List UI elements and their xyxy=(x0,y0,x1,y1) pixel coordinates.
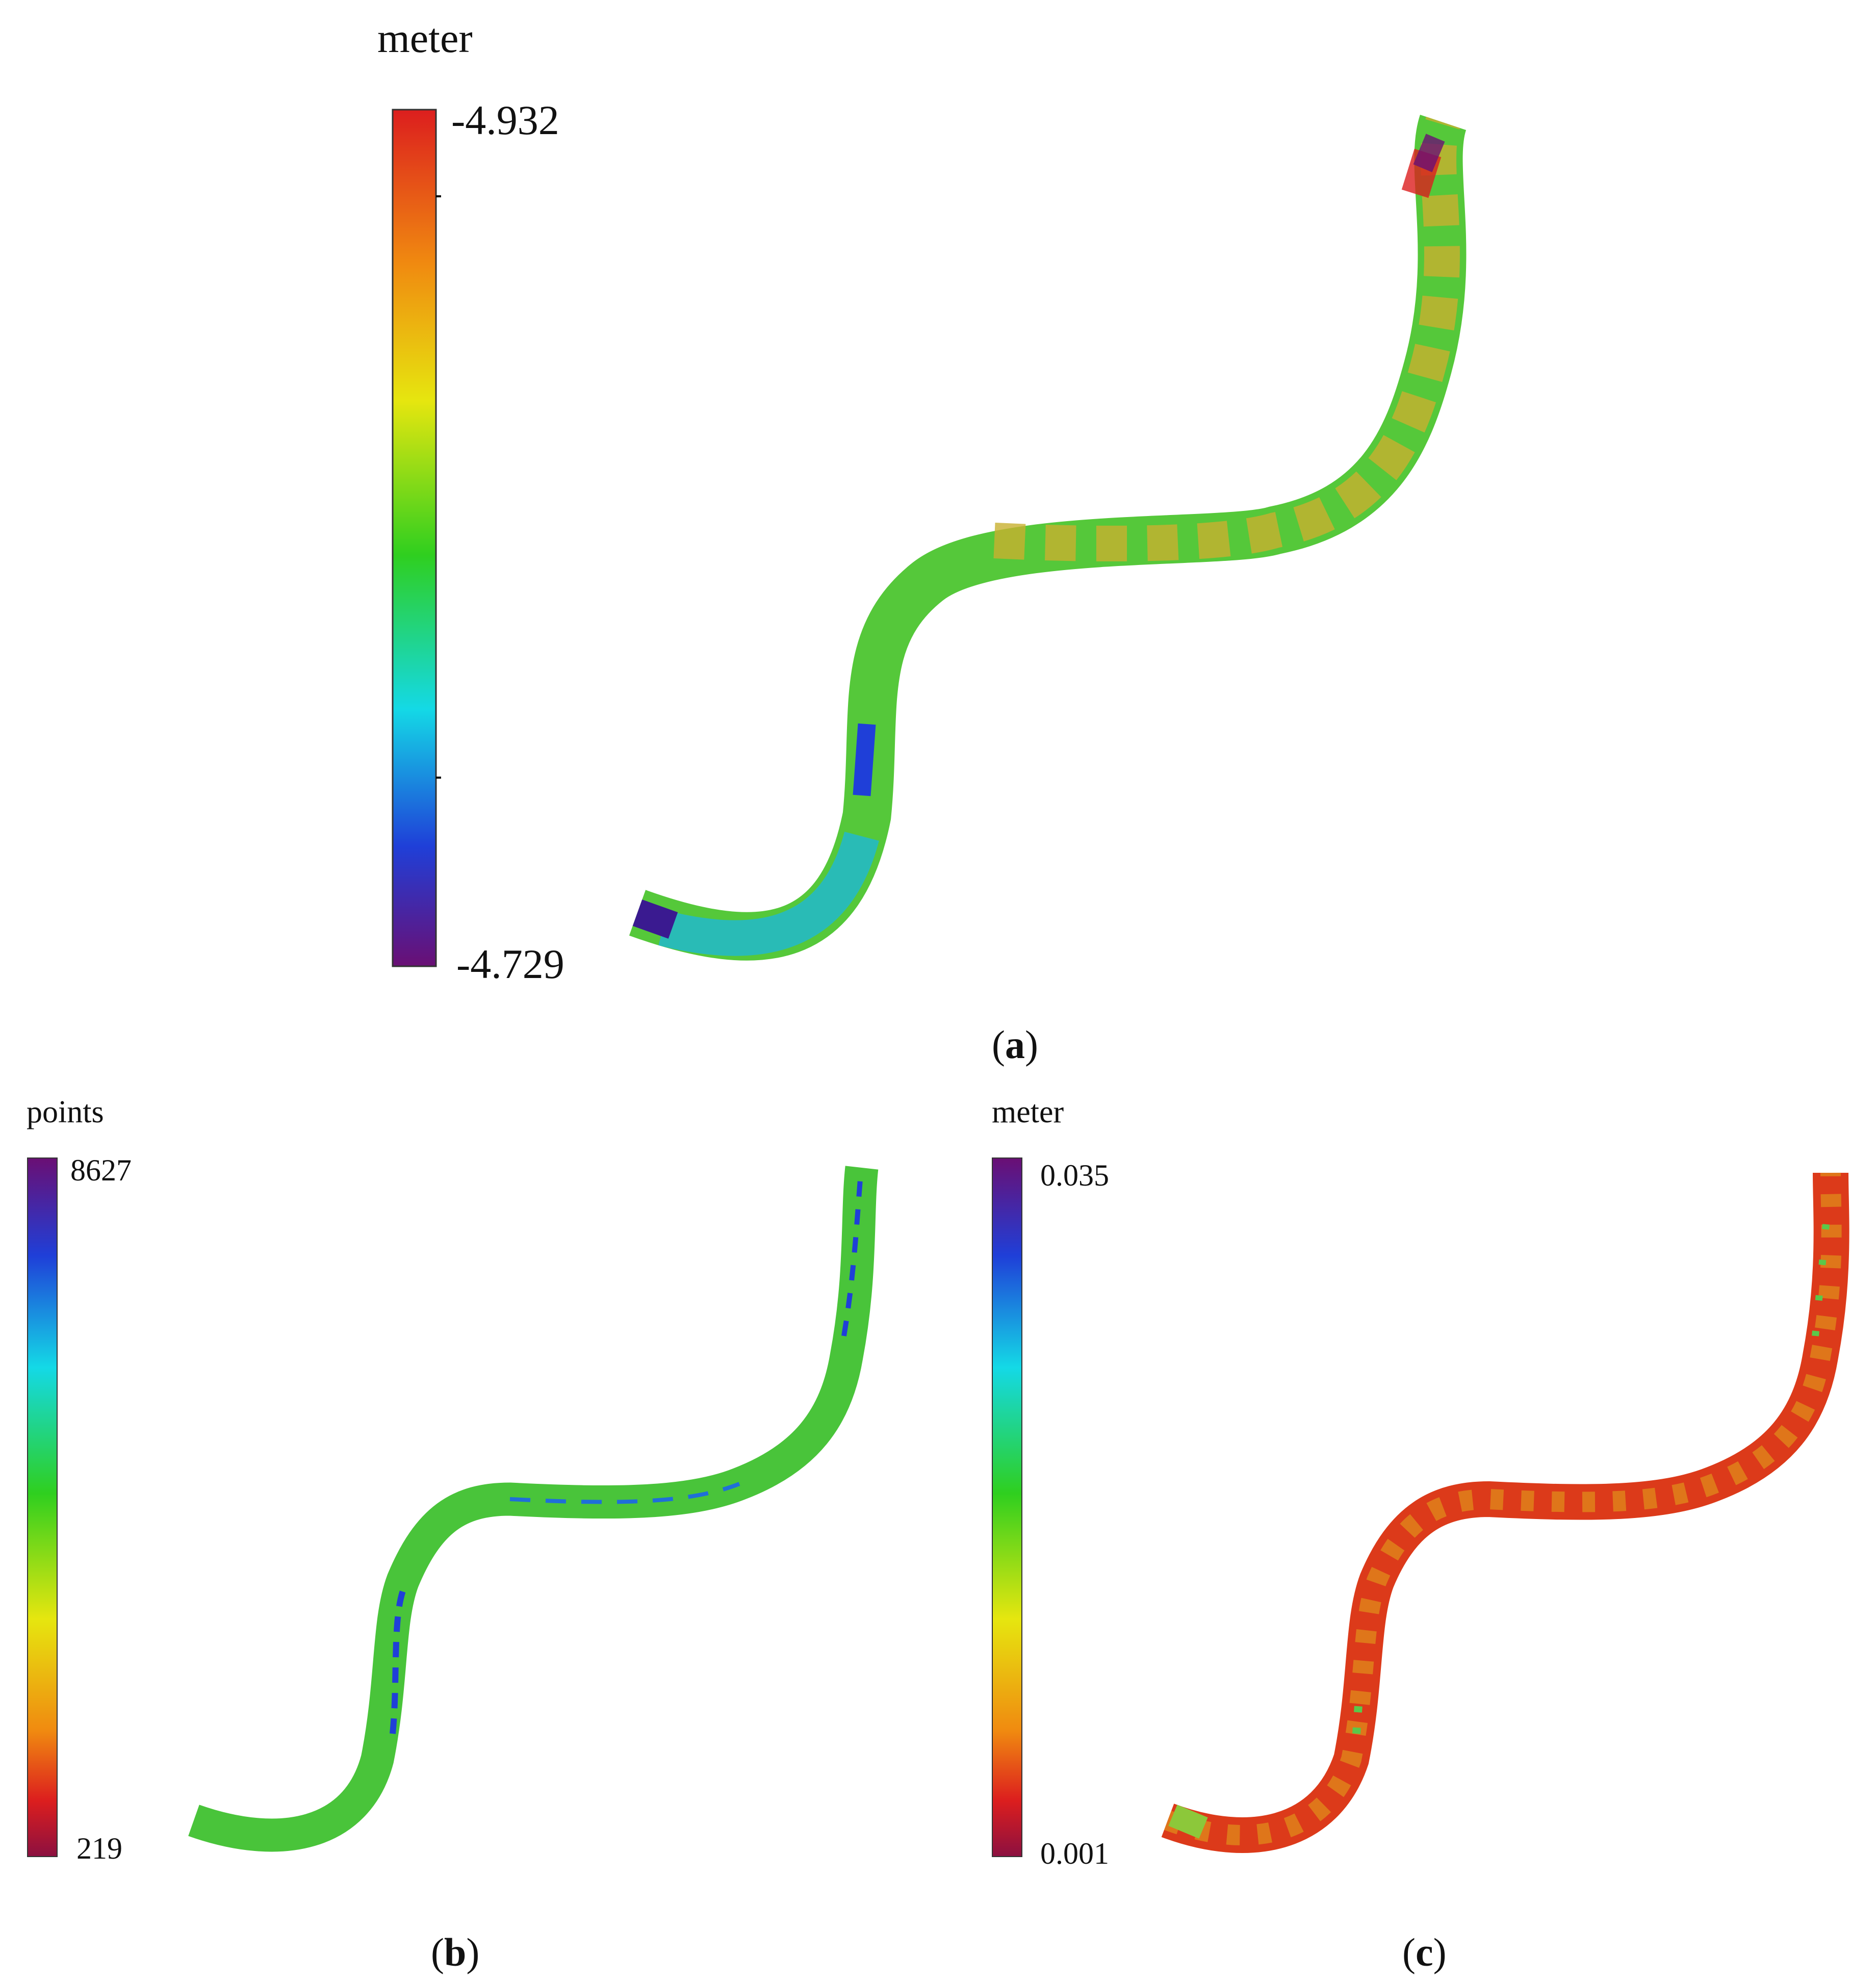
river-c-orange-overlay xyxy=(1164,1172,1842,1845)
colorbar-a-gradient xyxy=(392,109,437,967)
river-map-a xyxy=(629,115,1467,961)
river-a-purple-patch xyxy=(1413,134,1445,172)
colorbar-c-gradient xyxy=(992,1157,1022,1857)
river-a-orange-reach xyxy=(993,116,1460,561)
colorbar-b-unit: points xyxy=(27,1095,104,1129)
colorbar-a xyxy=(392,109,441,967)
colorbar-c-max-label: 0.035 xyxy=(1040,1159,1109,1192)
colorbar-c-min-label: 0.001 xyxy=(1040,1837,1109,1870)
river-a-purple-tail xyxy=(632,899,678,939)
colorbar-c-unit: meter xyxy=(992,1095,1064,1129)
colorbar-c xyxy=(992,1157,1022,1857)
caption-b: (b) xyxy=(431,1930,480,1974)
colorbar-a-unit: meter xyxy=(377,15,473,61)
colorbar-a-max-label: -4.932 xyxy=(451,97,559,143)
caption-c: (c) xyxy=(1402,1930,1447,1974)
river-b-streak xyxy=(390,1590,406,1734)
colorbar-b xyxy=(27,1157,58,1857)
colorbar-b-max-label: 8627 xyxy=(70,1153,132,1187)
colorbar-a-min-label: -4.729 xyxy=(456,941,564,987)
river-a-blue-patch xyxy=(853,723,876,796)
river-c-green-speckle xyxy=(1352,1697,1363,1734)
river-c-green-speckle xyxy=(1168,1805,1208,1839)
river-b-streak xyxy=(841,1172,863,1336)
river-a-cyan-reach xyxy=(658,831,879,956)
river-c-green-speckle xyxy=(1812,1203,1832,1336)
caption-a: (a) xyxy=(992,1022,1038,1067)
colorbar-b-min-label: 219 xyxy=(76,1832,122,1865)
colorbar-b-gradient xyxy=(27,1157,58,1857)
river-b-streak xyxy=(509,1482,740,1504)
